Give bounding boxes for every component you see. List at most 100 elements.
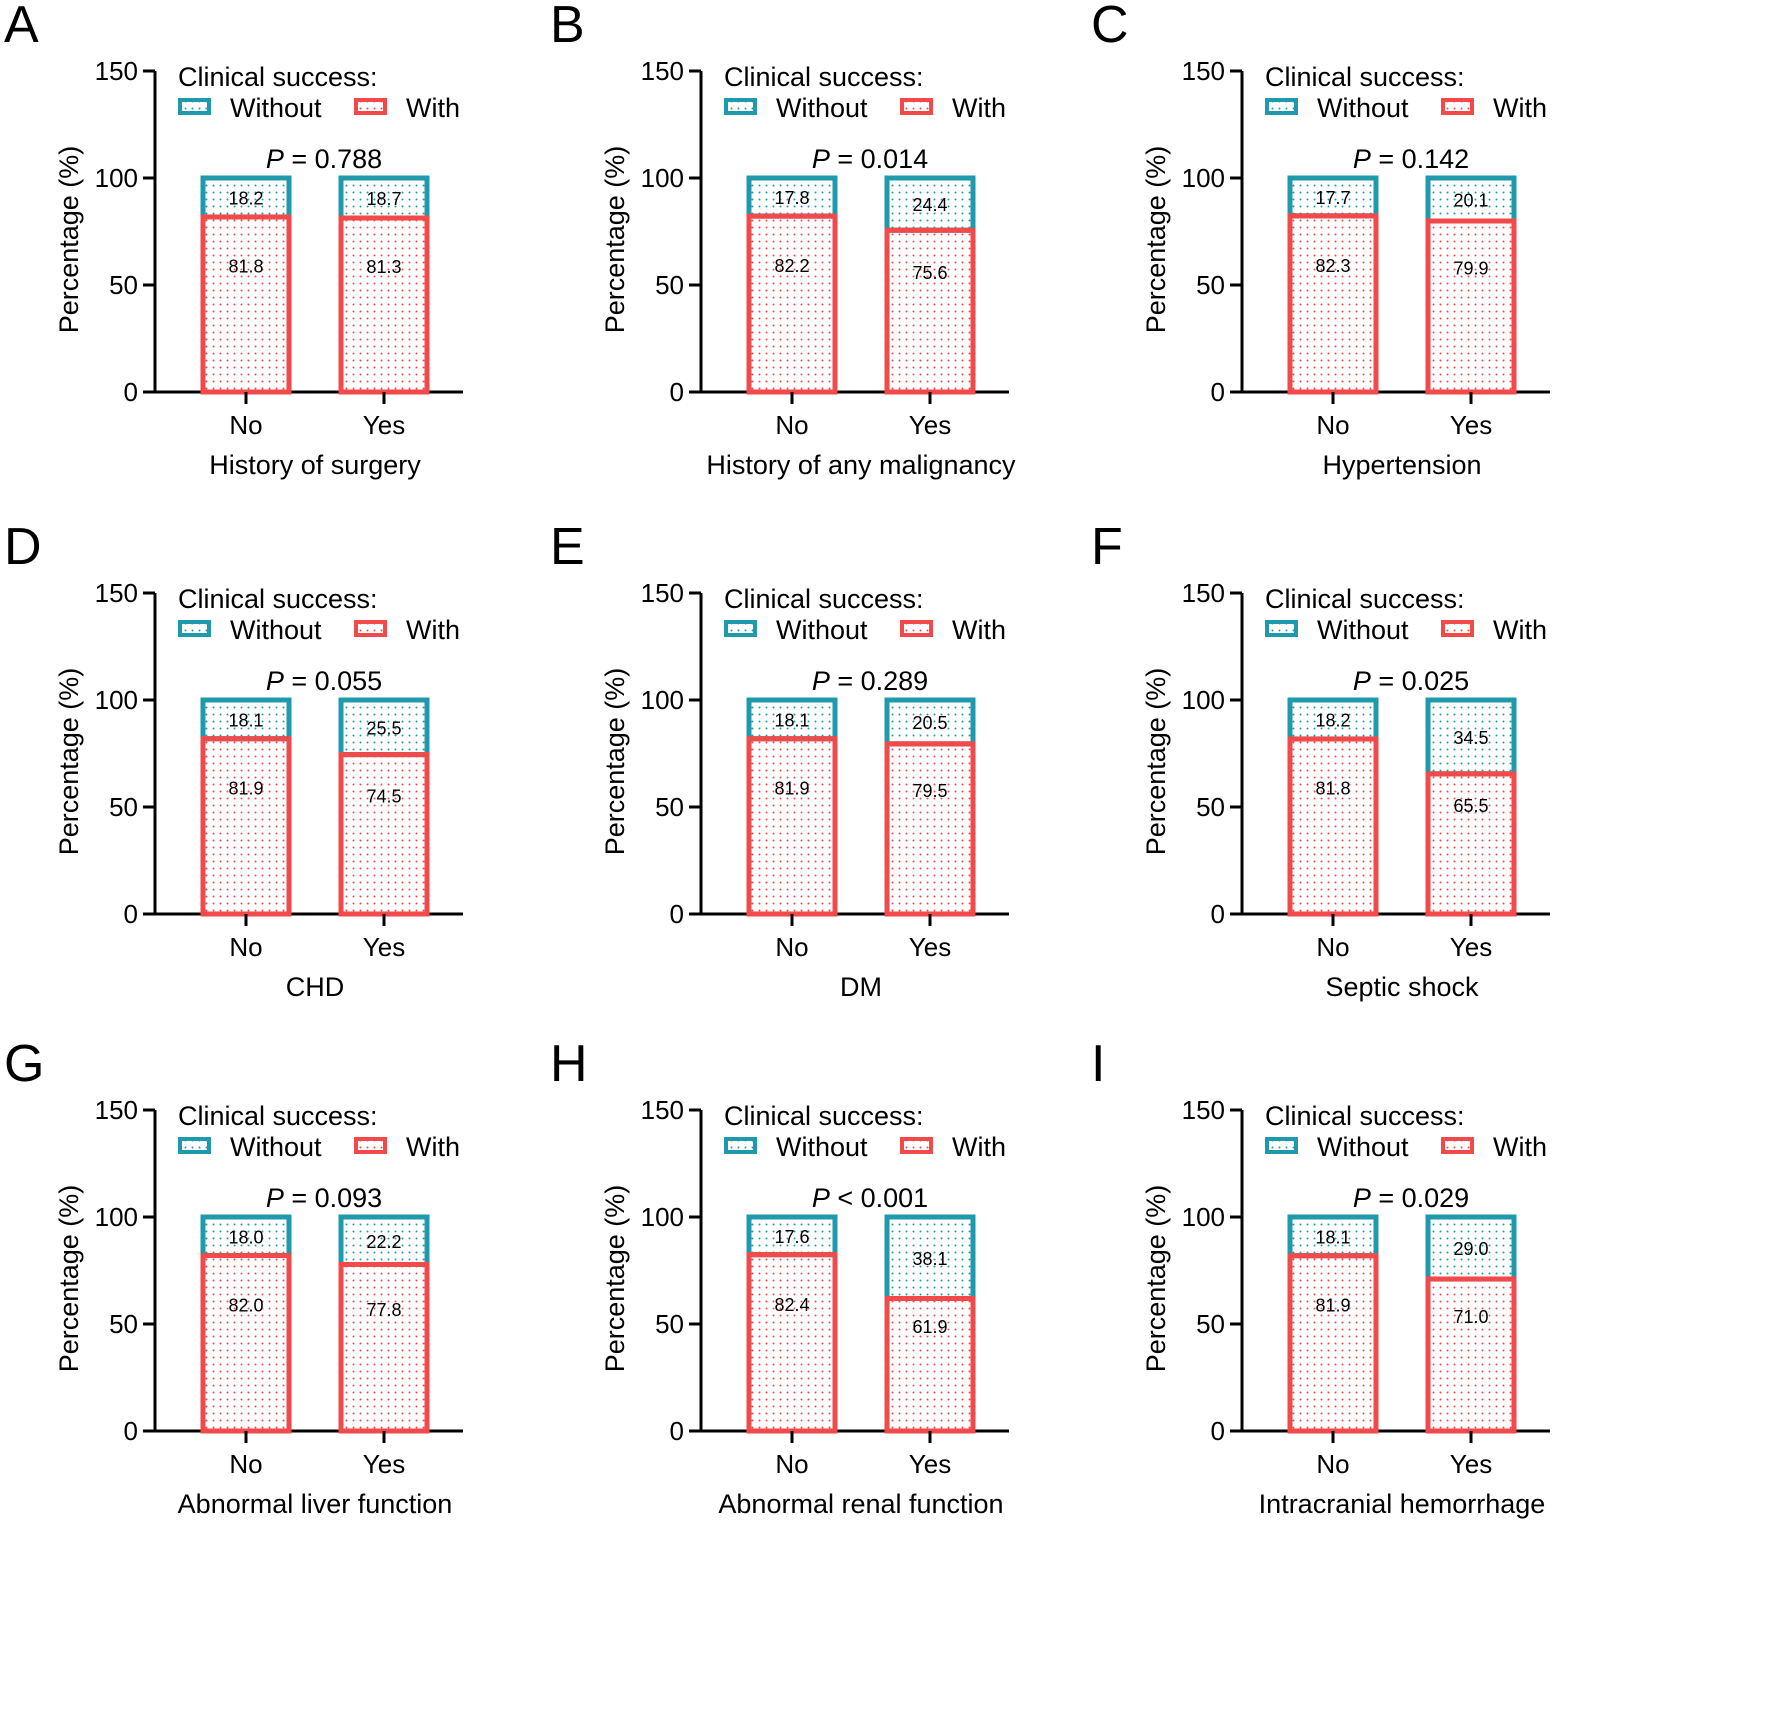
bar-without-segment bbox=[884, 697, 976, 747]
y-tick-label: 0 bbox=[670, 899, 684, 929]
legend-swatch-without bbox=[1265, 620, 1298, 637]
p-value: P = 0.014 bbox=[812, 144, 928, 174]
p-value-symbol: P bbox=[266, 144, 284, 174]
y-tick-label: 50 bbox=[655, 1309, 684, 1339]
legend-swatch-with bbox=[354, 1137, 387, 1154]
data-label-without: 18.1 bbox=[1315, 1227, 1350, 1247]
bar-with-segment bbox=[1425, 1276, 1517, 1434]
data-label-without: 29.0 bbox=[1453, 1239, 1488, 1259]
p-value-text: = 0.289 bbox=[830, 666, 928, 696]
y-tick-label: 100 bbox=[1182, 685, 1225, 715]
p-value-symbol: P bbox=[266, 1183, 284, 1213]
legend-swatch-without bbox=[1265, 98, 1298, 115]
y-tick-label: 150 bbox=[95, 1095, 138, 1125]
legend-label-without: Without bbox=[776, 93, 868, 123]
y-tick-label: 0 bbox=[1211, 1416, 1225, 1446]
legend-swatch-with bbox=[1441, 1137, 1474, 1154]
bar-with-segment bbox=[746, 736, 838, 917]
y-tick-label: 100 bbox=[641, 1202, 684, 1232]
panel-letter: H bbox=[550, 1035, 588, 1093]
p-value-text: = 0.142 bbox=[1371, 144, 1469, 174]
y-tick-label: 150 bbox=[641, 56, 684, 86]
y-tick-label: 100 bbox=[95, 1202, 138, 1232]
y-tick-label: 50 bbox=[109, 1309, 138, 1339]
x-tick-label: No bbox=[775, 1449, 808, 1479]
y-tick-label: 100 bbox=[641, 685, 684, 715]
data-label-with: 61.9 bbox=[912, 1317, 947, 1337]
bar-with-segment bbox=[200, 214, 292, 395]
bar-with-segment bbox=[1287, 736, 1379, 917]
data-label-without: 18.7 bbox=[366, 189, 401, 209]
y-tick-label: 150 bbox=[641, 578, 684, 608]
p-value: P = 0.029 bbox=[1353, 1183, 1469, 1213]
x-tick-label: No bbox=[229, 932, 262, 962]
legend-title: Clinical success: bbox=[724, 62, 924, 92]
y-axis-title: Percentage (%) bbox=[54, 146, 84, 334]
legend-swatch-without bbox=[724, 98, 757, 115]
legend-label-without: Without bbox=[230, 93, 322, 123]
legend-label-with: With bbox=[952, 93, 1006, 123]
x-tick-label: No bbox=[229, 1449, 262, 1479]
legend-swatch-with bbox=[354, 98, 387, 115]
legend-label-with: With bbox=[1493, 615, 1547, 645]
x-tick-label: Yes bbox=[1450, 1449, 1492, 1479]
bar-without-segment bbox=[746, 697, 838, 742]
y-tick-label: 150 bbox=[95, 56, 138, 86]
y-tick-label: 0 bbox=[1211, 899, 1225, 929]
panel-letter: A bbox=[4, 0, 39, 54]
data-label-without: 17.7 bbox=[1315, 188, 1350, 208]
p-value-symbol: P bbox=[1353, 1183, 1371, 1213]
data-label-without: 24.4 bbox=[912, 195, 947, 215]
y-axis-title: Percentage (%) bbox=[54, 1185, 84, 1373]
legend-swatch-with bbox=[1441, 98, 1474, 115]
data-label-with: 82.0 bbox=[228, 1295, 263, 1315]
legend-title: Clinical success: bbox=[178, 62, 378, 92]
x-axis-title: Abnormal renal function bbox=[718, 1489, 1003, 1519]
x-axis-title: History of surgery bbox=[209, 450, 421, 480]
p-value-text: = 0.055 bbox=[284, 666, 382, 696]
legend-label-with: With bbox=[952, 1132, 1006, 1162]
x-axis-title: DM bbox=[840, 972, 882, 1002]
x-axis-title: Intracranial hemorrhage bbox=[1259, 1489, 1546, 1519]
data-label-with: 82.4 bbox=[774, 1295, 809, 1315]
legend-label-with: With bbox=[1493, 93, 1547, 123]
legend-label-without: Without bbox=[230, 615, 322, 645]
legend-swatch-with bbox=[1441, 620, 1474, 637]
legend-swatch-without bbox=[178, 98, 211, 115]
data-label-without: 18.2 bbox=[228, 188, 263, 208]
p-value: P = 0.055 bbox=[266, 666, 382, 696]
p-value: P = 0.093 bbox=[266, 1183, 382, 1213]
p-value: P < 0.001 bbox=[812, 1183, 928, 1213]
bar-with-segment bbox=[746, 213, 838, 395]
p-value-symbol: P bbox=[812, 666, 830, 696]
bar-with-segment bbox=[200, 1253, 292, 1434]
data-label-without: 18.0 bbox=[228, 1227, 263, 1247]
y-tick-label: 100 bbox=[95, 163, 138, 193]
x-tick-label: No bbox=[1316, 932, 1349, 962]
legend-label-without: Without bbox=[230, 1132, 322, 1162]
x-tick-label: Yes bbox=[363, 410, 405, 440]
bar-with-segment bbox=[1287, 1253, 1379, 1434]
legend-label-with: With bbox=[952, 615, 1006, 645]
data-label-with: 82.3 bbox=[1315, 256, 1350, 276]
y-tick-label: 0 bbox=[1211, 377, 1225, 407]
data-label-with: 74.5 bbox=[366, 786, 401, 806]
bar-without-segment bbox=[200, 1214, 292, 1259]
data-label-without: 20.5 bbox=[912, 713, 947, 733]
x-tick-label: Yes bbox=[909, 1449, 951, 1479]
p-value-symbol: P bbox=[1353, 666, 1371, 696]
y-tick-label: 50 bbox=[1196, 792, 1225, 822]
y-tick-label: 0 bbox=[124, 377, 138, 407]
legend-label-without: Without bbox=[776, 615, 868, 645]
panel-letter: B bbox=[550, 0, 585, 54]
x-tick-label: Yes bbox=[1450, 932, 1492, 962]
bar-with-segment bbox=[884, 741, 976, 917]
y-tick-label: 100 bbox=[95, 685, 138, 715]
x-axis-title: Abnormal liver function bbox=[178, 1489, 453, 1519]
p-value-text: = 0.025 bbox=[1371, 666, 1469, 696]
data-label-without: 18.1 bbox=[774, 710, 809, 730]
legend-swatch-with bbox=[900, 620, 933, 637]
chart-panel-i: I 0 50 100 150 Percentage (%) 18.1 81.9 No 29.0 71… bbox=[1091, 1035, 1550, 1519]
chart-panel-b: B 0 50 100 150 Percentage (%) 17.8 82.2 No 24.4 75… bbox=[550, 0, 1016, 480]
